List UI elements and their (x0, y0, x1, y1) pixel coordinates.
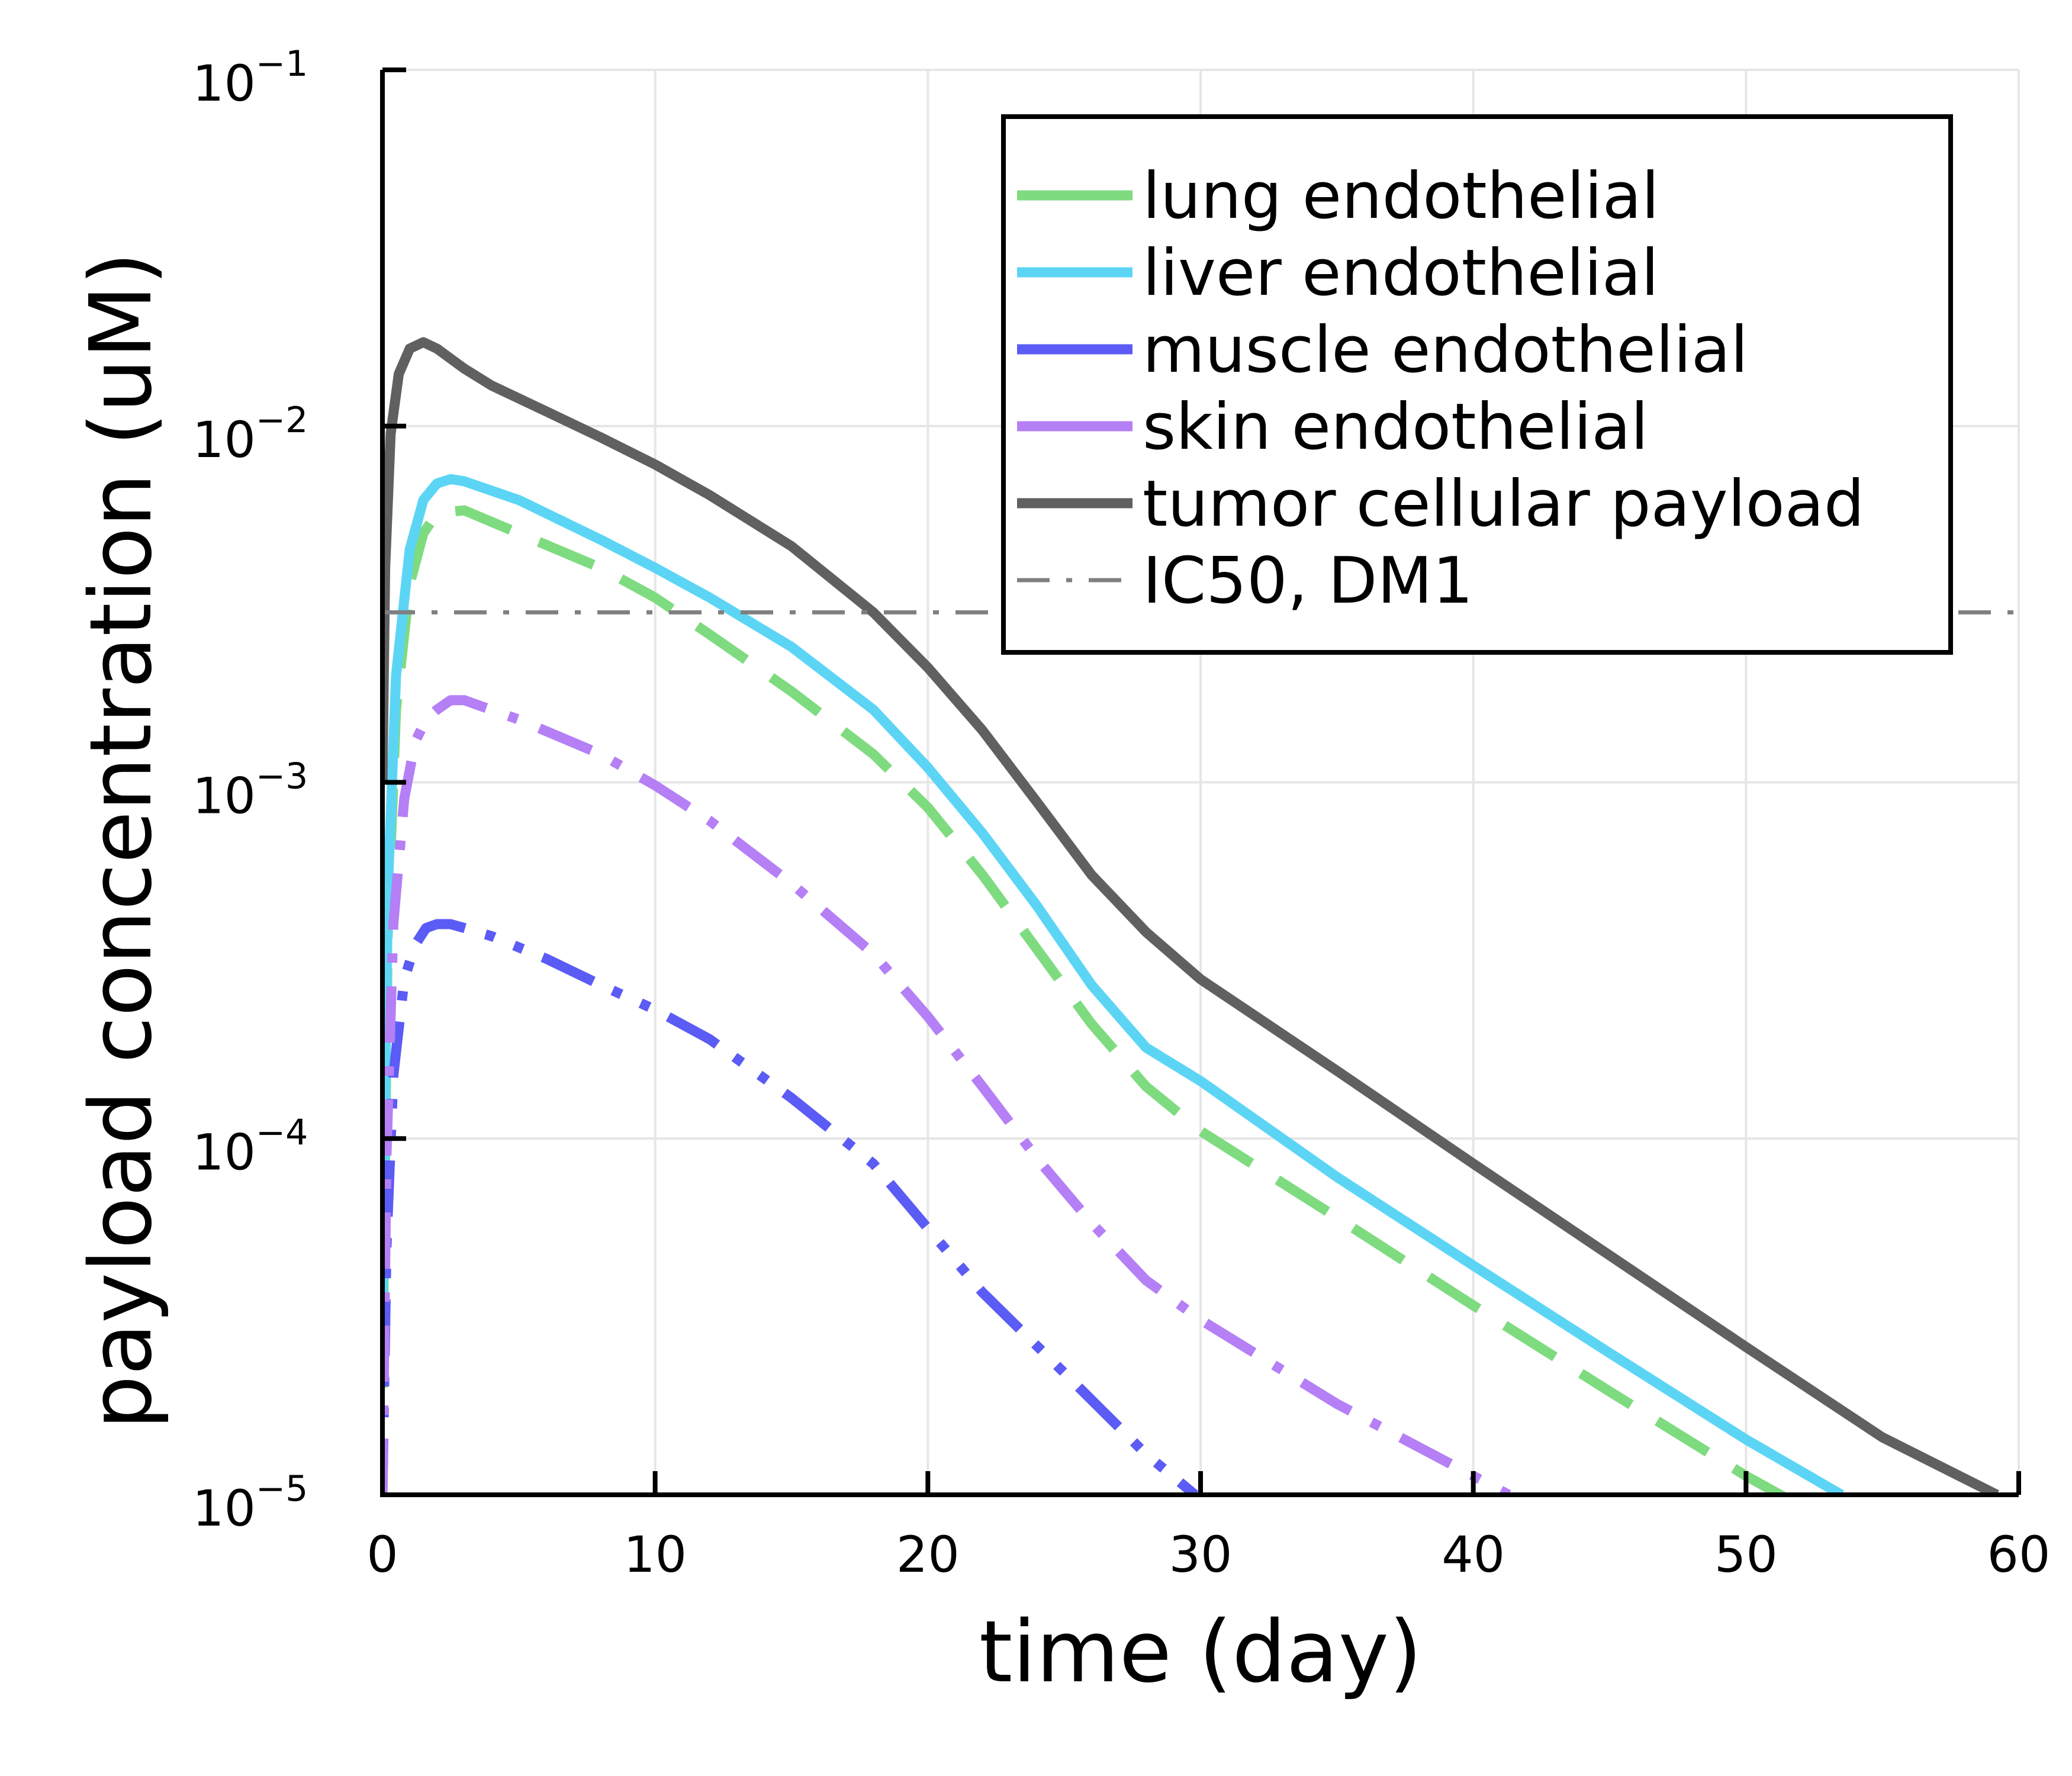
y-axis-title: payload concentration (uM) (71, 252, 170, 1429)
legend-box (1001, 114, 1953, 655)
x-tick-label-2: 20 (896, 1526, 960, 1584)
y-tick-label-1: 10−4 (192, 1112, 308, 1181)
x-tick-label-5: 50 (1714, 1526, 1778, 1584)
y-tick-label-4: 10−1 (192, 43, 308, 112)
x-tick-label-3: 30 (1169, 1526, 1233, 1584)
legend-label-5: IC50, DM1 (1143, 544, 1473, 618)
legend-label-2: muscle endothelial (1143, 313, 1748, 387)
legend-label-1: liver endothelial (1143, 236, 1659, 310)
series-line-0 (382, 505, 1791, 1495)
series-line-1 (382, 474, 1844, 1495)
legend-label-0: lung endothelial (1143, 159, 1659, 233)
x-tick-label-1: 10 (623, 1526, 687, 1584)
x-tick-label-0: 0 (366, 1526, 398, 1584)
plot-series (382, 337, 2019, 1495)
y-tick-label-0: 10−5 (192, 1468, 308, 1537)
legend-label-4: tumor cellular payload (1143, 467, 1864, 541)
x-tick-label-4: 40 (1442, 1526, 1505, 1584)
series-line-2 (382, 919, 1199, 1495)
y-tick-label-2: 10−3 (192, 756, 308, 825)
series-line-3 (382, 695, 1511, 1495)
legend-label-3: skin endothelial (1143, 390, 1649, 464)
axes: 0 10 20 30 40 50 60 10−5 10−4 10−3 10−2 10−1 (192, 43, 2050, 1584)
y-tick-label-3: 10−2 (192, 400, 308, 469)
x-tick-label-6: 60 (1987, 1526, 2051, 1584)
series-line-4 (382, 337, 1999, 1495)
x-axis-title: time (day) (979, 1602, 1422, 1701)
